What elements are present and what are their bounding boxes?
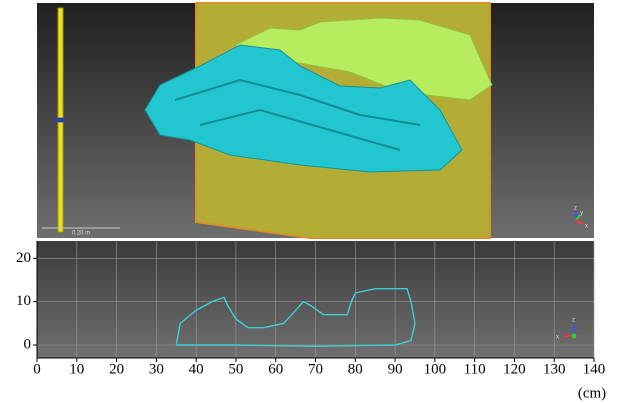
x-tick-label: 50 (228, 361, 243, 377)
pole-marker (56, 118, 66, 123)
x-tick-label: 60 (268, 361, 283, 377)
axis-label: x (585, 224, 588, 230)
axis-label: x (556, 335, 559, 341)
y-tick-label: 20 (16, 250, 31, 266)
x-tick-label: 130 (543, 361, 566, 377)
x-tick-label: 90 (388, 361, 403, 377)
y-tick-label: 10 (16, 293, 31, 309)
x-axis-label: (cm) (578, 385, 606, 401)
y-tick-label: 0 (24, 336, 32, 352)
figure: 0.20 m z y x z x (cm) 0 10 20 30 40 50 60 70 80 9… (0, 0, 617, 403)
x-tick-label: 10 (69, 361, 84, 377)
x-tick-label: 0 (33, 361, 41, 377)
x-tick-label: 40 (189, 361, 204, 377)
3d-view: 0.20 m z y x (37, 3, 594, 238)
x-tick-label: 20 (109, 361, 124, 377)
axis-label: z (574, 206, 577, 212)
x-tick-label: 80 (348, 361, 363, 377)
x-tick-label: 100 (424, 361, 447, 377)
x-tick-label: 140 (583, 361, 606, 377)
axis-label: z (572, 318, 575, 324)
x-tick-label: 120 (503, 361, 526, 377)
x-tick-label: 70 (308, 361, 323, 377)
x-tick-label: 30 (149, 361, 164, 377)
axis-label: y (580, 211, 583, 217)
x-tick-label: 110 (464, 361, 486, 377)
scale-label: 0.20 m (72, 231, 90, 237)
